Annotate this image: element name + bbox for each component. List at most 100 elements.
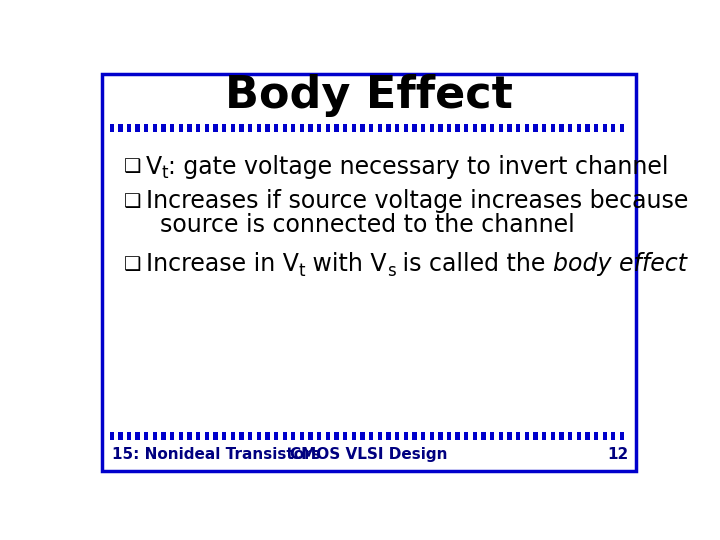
- Bar: [451, 124, 456, 132]
- Bar: [109, 431, 114, 440]
- Bar: [144, 124, 148, 132]
- Bar: [555, 431, 559, 440]
- Bar: [395, 124, 400, 132]
- Bar: [196, 124, 200, 132]
- Bar: [477, 431, 482, 440]
- Bar: [577, 431, 581, 440]
- Bar: [209, 124, 213, 132]
- Bar: [347, 431, 351, 440]
- Bar: [317, 124, 321, 132]
- Bar: [140, 431, 144, 440]
- Bar: [131, 431, 135, 440]
- Bar: [607, 124, 611, 132]
- Bar: [287, 124, 291, 132]
- Bar: [278, 431, 282, 440]
- Bar: [287, 431, 291, 440]
- Bar: [304, 431, 308, 440]
- Bar: [400, 431, 404, 440]
- Bar: [400, 124, 404, 132]
- Bar: [404, 124, 408, 132]
- Bar: [183, 431, 187, 440]
- Bar: [360, 124, 364, 132]
- Bar: [179, 431, 183, 440]
- Bar: [473, 124, 477, 132]
- Bar: [192, 124, 196, 132]
- Bar: [153, 431, 157, 440]
- Bar: [217, 124, 222, 132]
- Bar: [239, 431, 243, 440]
- Bar: [148, 431, 153, 440]
- Bar: [620, 124, 624, 132]
- Bar: [161, 124, 166, 132]
- Bar: [546, 431, 551, 440]
- Bar: [382, 431, 387, 440]
- Bar: [217, 431, 222, 440]
- Bar: [226, 431, 230, 440]
- Bar: [265, 124, 269, 132]
- Bar: [114, 124, 118, 132]
- Bar: [248, 431, 252, 440]
- Bar: [434, 124, 438, 132]
- Bar: [204, 431, 209, 440]
- Bar: [252, 124, 256, 132]
- Bar: [239, 124, 243, 132]
- Bar: [222, 124, 226, 132]
- Bar: [603, 124, 607, 132]
- Bar: [256, 431, 261, 440]
- Bar: [378, 124, 382, 132]
- Bar: [148, 124, 153, 132]
- Text: CMOS VLSI Design: CMOS VLSI Design: [290, 447, 448, 462]
- Bar: [118, 431, 122, 440]
- Bar: [421, 124, 426, 132]
- Bar: [598, 431, 603, 440]
- Bar: [611, 431, 616, 440]
- Bar: [122, 124, 127, 132]
- Bar: [334, 124, 338, 132]
- Bar: [282, 431, 287, 440]
- Bar: [503, 431, 508, 440]
- Bar: [421, 431, 426, 440]
- Text: ❑: ❑: [124, 157, 141, 176]
- Bar: [538, 124, 542, 132]
- Bar: [551, 124, 555, 132]
- Bar: [534, 431, 538, 440]
- Bar: [369, 124, 374, 132]
- Bar: [235, 431, 239, 440]
- Bar: [616, 431, 620, 440]
- Bar: [620, 431, 624, 440]
- Bar: [343, 431, 347, 440]
- Bar: [495, 431, 499, 440]
- Bar: [413, 431, 417, 440]
- Bar: [261, 124, 265, 132]
- Bar: [183, 124, 187, 132]
- Bar: [226, 124, 230, 132]
- Bar: [282, 124, 287, 132]
- Bar: [274, 124, 278, 132]
- Bar: [529, 124, 534, 132]
- Bar: [382, 124, 387, 132]
- Text: Body Effect: Body Effect: [225, 75, 513, 118]
- Bar: [585, 124, 590, 132]
- Bar: [334, 431, 338, 440]
- Bar: [243, 124, 248, 132]
- Bar: [460, 431, 464, 440]
- Bar: [295, 431, 300, 440]
- Bar: [300, 431, 304, 440]
- Bar: [391, 124, 395, 132]
- Bar: [269, 431, 274, 440]
- Bar: [426, 124, 430, 132]
- Bar: [516, 124, 521, 132]
- Bar: [321, 431, 325, 440]
- Bar: [330, 124, 334, 132]
- Bar: [568, 124, 572, 132]
- Bar: [516, 431, 521, 440]
- Bar: [364, 431, 369, 440]
- Text: V: V: [145, 154, 162, 179]
- Bar: [222, 431, 226, 440]
- Bar: [451, 431, 456, 440]
- Bar: [585, 431, 590, 440]
- Bar: [127, 431, 131, 440]
- Text: : gate voltage necessary to invert channel: : gate voltage necessary to invert chann…: [168, 154, 669, 179]
- Bar: [555, 124, 559, 132]
- Bar: [118, 124, 122, 132]
